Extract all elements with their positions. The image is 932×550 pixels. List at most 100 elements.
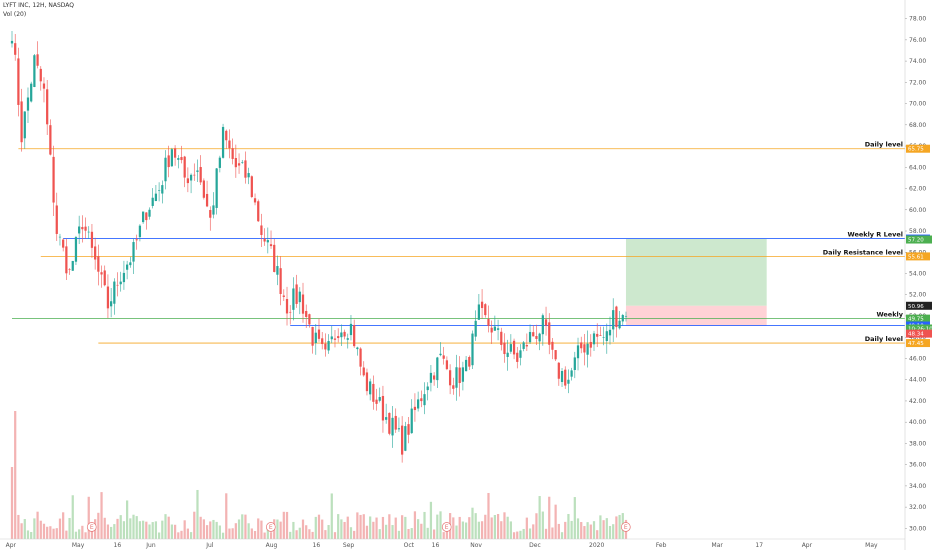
candle <box>442 346 445 365</box>
candle <box>263 228 266 246</box>
candle <box>333 330 337 348</box>
volume-bar <box>522 528 525 539</box>
volume-bar <box>23 519 26 539</box>
volume-bar <box>161 520 164 539</box>
volume-bar <box>333 532 337 539</box>
volume-bar <box>560 532 564 539</box>
candle-body <box>212 205 215 215</box>
price-axis[interactable]: 30.00 32.00 34.00 36.00 38.00 40.00 42.00 44.00… <box>904 0 932 550</box>
candle-body <box>94 246 97 260</box>
volume-bar <box>608 525 612 539</box>
candle-body <box>388 412 391 434</box>
candle-body <box>298 291 301 303</box>
candle-body <box>46 89 49 125</box>
candle <box>151 188 154 209</box>
candle <box>154 184 158 202</box>
volume-bar <box>413 511 417 539</box>
x-tick-label: Apr <box>802 542 813 549</box>
candle-body <box>253 198 257 203</box>
volume-bar <box>279 521 282 539</box>
candle <box>573 351 576 379</box>
time-axis[interactable]: Apr May 16 Jun Jul Aug 16 Sep Oct 16 Nov Dec 2020 Feb… <box>0 538 905 549</box>
volume-bar <box>317 514 321 539</box>
volume-bar <box>52 528 55 539</box>
y-tick-label: 60.00 <box>909 207 926 214</box>
y-tick-label: 42.00 <box>909 398 926 405</box>
price-tag-bg <box>906 324 932 333</box>
candle <box>193 163 196 181</box>
candle <box>365 368 369 396</box>
candle-body <box>327 340 330 351</box>
candle <box>173 145 177 166</box>
y-tick-label: 44.00 <box>909 377 926 384</box>
candle-body <box>365 372 369 392</box>
volume-bar <box>311 531 314 539</box>
candle <box>353 319 356 348</box>
level-lines[interactable]: Daily level Weekly R Level Daily Resistanc… <box>12 141 905 344</box>
candle-body <box>372 383 375 402</box>
candle <box>439 342 442 357</box>
candle-body <box>580 342 583 349</box>
volume-bar <box>269 532 273 539</box>
candle <box>401 416 404 463</box>
candle <box>528 324 532 344</box>
volume-bar <box>218 525 221 539</box>
candle-body <box>170 149 174 167</box>
candle-body <box>263 238 266 242</box>
volume-indicator-label[interactable]: Vol (20) <box>3 11 27 18</box>
y-tick-label: 74.00 <box>909 58 926 65</box>
earnings-marker: E <box>265 522 276 532</box>
candle <box>503 333 506 363</box>
candle-body <box>337 336 340 339</box>
candle <box>372 375 375 410</box>
volume-bar <box>548 496 551 539</box>
candle <box>375 388 378 411</box>
candle-body <box>225 130 228 141</box>
candle-body <box>586 343 589 355</box>
earnings-circle <box>86 522 97 532</box>
candle <box>68 268 71 275</box>
candle <box>407 417 410 444</box>
candle <box>145 212 148 230</box>
candle-body <box>26 97 30 111</box>
volume-bar <box>452 517 455 539</box>
price-tag: 10:26:10 <box>906 324 932 333</box>
volume-bar <box>106 524 110 539</box>
volume-bar <box>257 518 260 539</box>
candle-body <box>391 417 394 436</box>
volume-bar <box>103 517 106 539</box>
volume-bar <box>145 521 148 539</box>
volume-bar <box>308 529 311 539</box>
position-zones[interactable] <box>625 238 767 326</box>
candle-body <box>468 357 471 367</box>
volume-bar <box>39 520 42 539</box>
volume-bar <box>90 529 94 539</box>
price-tag-bg <box>906 329 932 338</box>
candle-body <box>279 268 282 294</box>
earnings-letter: E <box>624 524 628 531</box>
candle-body <box>324 343 327 350</box>
volume-bar <box>369 516 372 539</box>
volume-bar <box>407 528 410 539</box>
candle <box>273 238 276 273</box>
candle <box>458 356 461 397</box>
candle-body <box>81 227 84 230</box>
candle-body <box>500 331 503 345</box>
x-tick-label: 17 <box>755 542 763 549</box>
candle <box>525 333 528 352</box>
candle-body <box>269 244 273 247</box>
candle <box>564 366 567 389</box>
candle-body <box>612 310 615 330</box>
candle <box>519 344 522 366</box>
volume-bar <box>177 532 180 539</box>
x-tick-label: 2020 <box>589 542 604 549</box>
volume-bar <box>266 527 269 539</box>
volume-bar <box>378 529 381 539</box>
volume-bar <box>474 513 477 539</box>
candle <box>589 334 592 357</box>
candle <box>423 382 426 415</box>
candle-body <box>55 205 58 234</box>
volume-bar <box>401 515 404 539</box>
